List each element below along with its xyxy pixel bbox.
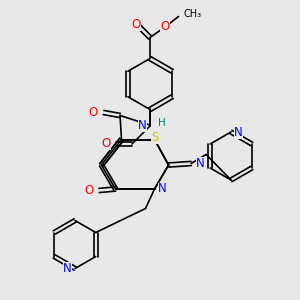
Text: N: N (63, 262, 72, 275)
Text: CH₃: CH₃ (184, 8, 202, 19)
Text: N: N (234, 125, 243, 139)
Text: O: O (132, 17, 141, 31)
Text: O: O (89, 106, 98, 119)
Text: N: N (158, 182, 167, 196)
Text: O: O (160, 20, 169, 34)
Text: S: S (151, 130, 158, 144)
Text: N: N (138, 118, 147, 132)
Text: O: O (84, 184, 94, 197)
Text: N: N (196, 157, 204, 170)
Text: H: H (158, 118, 166, 128)
Text: H: H (158, 118, 166, 129)
Text: O: O (102, 137, 111, 151)
Text: N: N (138, 119, 146, 133)
